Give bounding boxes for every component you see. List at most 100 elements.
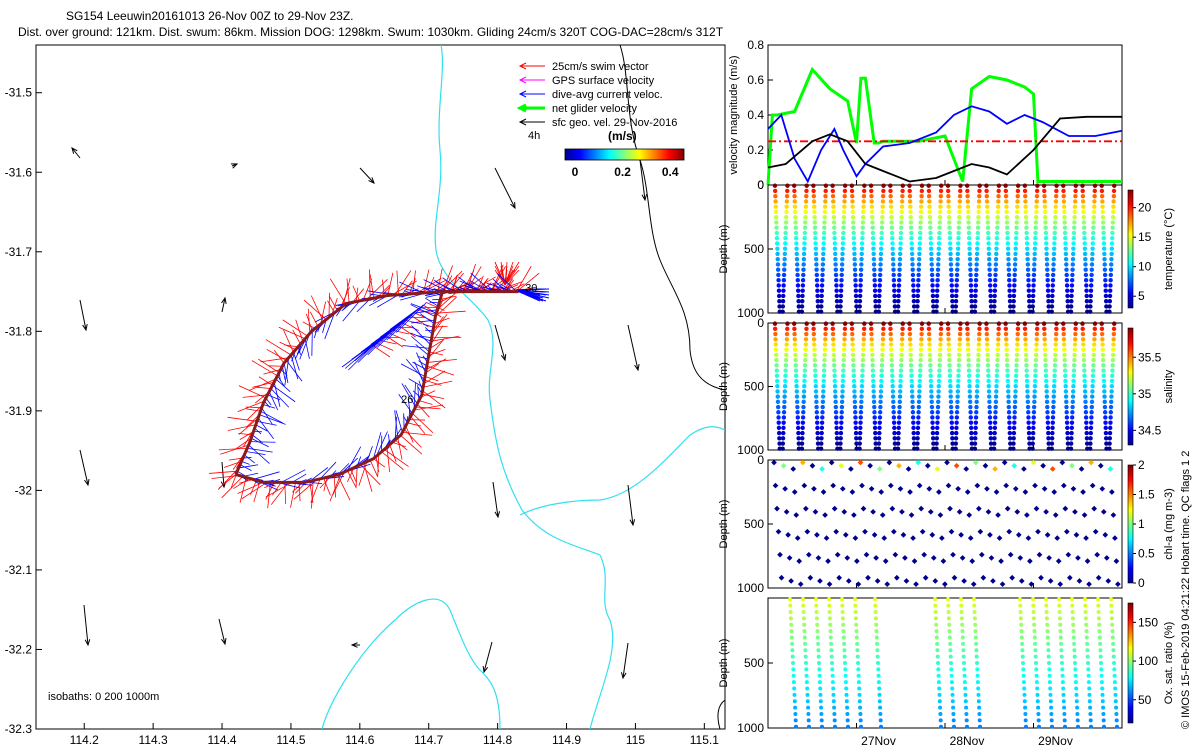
depth-colorbar xyxy=(1127,189,1134,309)
profile-point xyxy=(900,188,905,194)
profile-point xyxy=(955,394,960,399)
oxygen-point xyxy=(1036,711,1041,716)
profile-point xyxy=(881,183,886,188)
oxygen-point xyxy=(1021,661,1025,665)
profile-point xyxy=(802,225,808,230)
profile-point xyxy=(955,256,960,262)
profile-point xyxy=(1069,283,1075,288)
profile-point xyxy=(803,199,809,204)
current-vector-arrow xyxy=(410,304,436,317)
oxygen-point xyxy=(1085,648,1090,653)
profile-point xyxy=(967,378,972,384)
chl-point xyxy=(1113,558,1120,564)
swim-vector-arrow xyxy=(392,441,406,448)
depth-axis-label: Depth (m) xyxy=(718,500,730,549)
profile-point xyxy=(776,278,781,283)
velocity-y-tick-label: 0.8 xyxy=(747,38,764,52)
profile-point xyxy=(909,389,915,394)
oxygen-point xyxy=(873,616,878,621)
profile-point xyxy=(871,383,876,389)
speed-colorbar-ticks: 0 0.2 0.4 xyxy=(572,165,679,179)
profile-point xyxy=(947,363,952,368)
profile-point xyxy=(1091,209,1097,215)
profile-point xyxy=(1024,241,1030,246)
profile-point xyxy=(934,430,940,436)
colorbar-tick-label: 2 xyxy=(1138,458,1145,472)
oxygen-point xyxy=(948,641,953,646)
profile-point xyxy=(781,410,787,415)
oxygen-point xyxy=(873,597,877,602)
profile-point xyxy=(930,293,936,299)
profile-point xyxy=(910,256,915,262)
profile-point xyxy=(966,368,972,373)
profile-point xyxy=(792,209,798,215)
profile-point xyxy=(795,278,800,283)
profile-point xyxy=(968,420,974,425)
current-vector-arrow xyxy=(283,363,289,384)
profile-point xyxy=(801,262,806,267)
profile-point xyxy=(802,373,807,378)
profile-point xyxy=(1109,262,1114,267)
profile-point xyxy=(919,331,924,337)
oxygen-point xyxy=(792,686,797,691)
profile-point xyxy=(1053,331,1059,337)
profile-point xyxy=(1109,394,1114,399)
oxygen-point xyxy=(950,692,955,697)
profile-point xyxy=(1043,363,1048,368)
map-y-tick-label: -32.3 xyxy=(5,722,33,736)
profile-point xyxy=(812,209,817,215)
profile-point xyxy=(973,425,978,431)
profile-point xyxy=(1065,299,1070,304)
profile-point xyxy=(1030,436,1036,441)
profile-point xyxy=(995,363,1000,368)
profile-point xyxy=(889,230,895,236)
profile-point xyxy=(821,241,826,246)
profile-point xyxy=(803,347,808,352)
profile-point xyxy=(872,415,877,420)
profile-point xyxy=(936,378,942,384)
profile-point xyxy=(803,209,808,215)
oxygen-point xyxy=(805,699,810,704)
profile-point xyxy=(870,230,876,236)
profile-point xyxy=(1014,368,1019,373)
profile-point xyxy=(840,251,845,257)
profile-point xyxy=(871,399,877,405)
oxygen-point xyxy=(1047,680,1052,685)
profile-point xyxy=(918,368,923,373)
profile-point xyxy=(1091,368,1096,373)
profile-point xyxy=(862,321,867,326)
profile-point xyxy=(1071,225,1077,230)
profile-point xyxy=(814,256,819,262)
geostrophic-arrow-head xyxy=(350,642,358,648)
profile-point xyxy=(935,278,940,283)
profile-point xyxy=(1072,209,1077,215)
profile-point xyxy=(1065,441,1071,446)
profile-point xyxy=(1045,410,1050,415)
oxygen-point xyxy=(794,724,798,729)
oxygen-point xyxy=(974,641,979,646)
oxygen-point xyxy=(1097,622,1102,627)
swim-vector-arrow xyxy=(239,477,247,503)
profile-point xyxy=(937,230,942,236)
profile-point xyxy=(899,342,905,347)
depth-tick-label: 0 xyxy=(757,316,764,330)
chl-point xyxy=(1065,551,1072,558)
chl-point xyxy=(1047,578,1054,584)
profile-point xyxy=(1109,389,1114,394)
profile-point xyxy=(1090,373,1096,378)
profile-point xyxy=(1005,373,1010,378)
swim-vector-arrow xyxy=(413,404,444,411)
profile-point xyxy=(841,230,846,236)
profile-point xyxy=(1090,394,1095,399)
profile-point xyxy=(831,342,836,347)
profile-point xyxy=(880,347,885,352)
chl-point xyxy=(1033,505,1040,512)
chl-point xyxy=(849,489,856,495)
profile-point xyxy=(968,278,973,283)
swim-vector-arrow xyxy=(333,475,337,498)
chl-point xyxy=(800,459,806,466)
profile-point xyxy=(1053,209,1058,215)
profile-point xyxy=(1051,262,1056,267)
chl-point xyxy=(857,459,864,466)
